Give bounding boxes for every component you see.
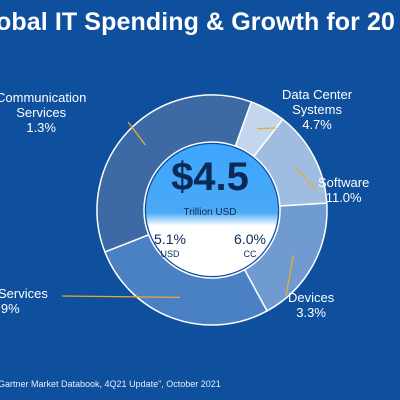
label-communication-services: Communication Services 1.3%: [0, 90, 87, 135]
growth-usd-value: 5.1%: [154, 231, 186, 247]
leader-line-software: [293, 166, 317, 191]
donut-segment-it-services: [103, 233, 269, 326]
center-summary: $4.5 Trillion USD 5.1% USD 6.0% CC: [130, 135, 290, 275]
growth-cc-label: CC: [243, 249, 257, 259]
leader-line-communication-services: [127, 121, 146, 146]
leader-line-it-services: [61, 295, 181, 299]
label-it-services: Services 7.9%: [0, 286, 48, 316]
growth-cc: 6.0% CC: [225, 231, 275, 259]
donut-center: [146, 144, 278, 276]
label-data-center-systems: Data Center Systems 4.7%: [282, 87, 353, 132]
growth-usd: 5.1% USD: [145, 231, 195, 259]
source-note: Gartner Market Databook, 4Q21 Update", O…: [0, 379, 221, 389]
growth-usd-label: USD: [160, 249, 180, 259]
donut-segment-communication-services: [96, 94, 253, 253]
label-software: Software 11.0%: [318, 175, 370, 205]
label-devices: Devices 3.3%: [288, 290, 335, 320]
total-spending: $4.5: [171, 155, 249, 199]
leader-line-devices: [285, 254, 294, 297]
chart-title: obal IT Spending & Growth for 20: [0, 8, 396, 36]
growth-cc-value: 6.0%: [234, 231, 266, 247]
leader-line-data-center-systems: [257, 127, 277, 130]
total-unit: Trillion USD: [183, 207, 237, 218]
